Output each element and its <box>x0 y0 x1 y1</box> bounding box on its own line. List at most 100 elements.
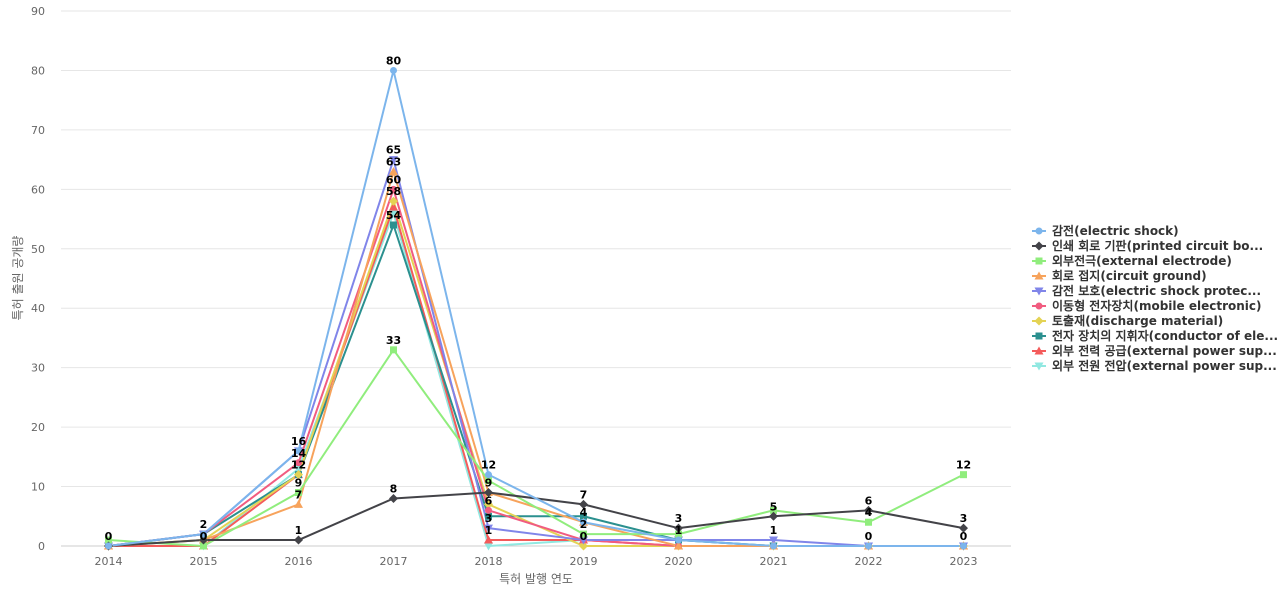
data-label: 7 <box>295 488 303 501</box>
data-label: 0 <box>105 530 113 543</box>
y-tick-label: 40 <box>31 302 45 315</box>
data-point <box>769 536 778 545</box>
data-label: 65 <box>386 144 401 157</box>
data-point <box>770 506 777 514</box>
data-point <box>674 523 683 533</box>
y-tick-label: 10 <box>31 481 45 494</box>
data-point <box>294 535 303 545</box>
y-tick-label: 70 <box>31 124 45 137</box>
legend[interactable]: 감전(electric shock)인쇄 회로 기판(printed circu… <box>1032 223 1278 373</box>
legend-marker <box>1035 227 1043 235</box>
x-tick-label: 2014 <box>95 555 123 568</box>
series-line <box>108 348 964 547</box>
legend-label: 감전 보호(electric shock protec... <box>1052 283 1261 298</box>
data-label: 9 <box>485 477 493 490</box>
legend-item[interactable]: 토출재(discharge material) <box>1032 313 1223 328</box>
y-axis: 0 10 20 30 40 50 60 70 80 90 <box>31 5 45 553</box>
legend-marker <box>1034 241 1044 251</box>
data-point <box>389 209 398 218</box>
series-line <box>108 170 964 547</box>
data-point <box>389 493 398 503</box>
data-label: 33 <box>386 334 401 347</box>
legend-item[interactable]: 감전(electric shock) <box>1032 223 1179 238</box>
y-tick-label: 60 <box>31 183 45 196</box>
data-label: 2 <box>200 518 208 531</box>
x-tick-label: 2018 <box>475 555 503 568</box>
legend-item[interactable]: 전자 장치의 지휘자(conductor of ele... <box>1032 328 1278 343</box>
data-point <box>199 535 208 545</box>
legend-item[interactable]: 외부 전력 공급(external power sup... <box>1032 343 1277 358</box>
legend-marker <box>1034 362 1044 371</box>
data-label: 63 <box>386 156 401 169</box>
x-tick-label: 2017 <box>380 555 408 568</box>
series-line <box>108 212 964 547</box>
data-point <box>485 477 492 485</box>
data-point <box>579 499 588 509</box>
data-point <box>200 542 207 550</box>
x-tick-label: 2016 <box>285 555 313 568</box>
y-tick-label: 20 <box>31 421 45 434</box>
data-point <box>675 530 682 538</box>
y-axis-title: 특허 출원 공개량 <box>11 236 25 321</box>
legend-marker <box>1035 257 1043 265</box>
legend-item[interactable]: 외부전극(external electrode) <box>1032 253 1232 268</box>
data-point <box>294 470 303 480</box>
data-label: 54 <box>386 209 402 222</box>
data-label: 7 <box>580 488 588 501</box>
data-point <box>484 524 493 533</box>
legend-label: 토출재(discharge material) <box>1052 313 1223 328</box>
data-point <box>484 542 493 551</box>
data-point <box>484 535 493 544</box>
legend-item[interactable]: 외부 전원 전압(external power sup... <box>1032 358 1277 373</box>
x-tick-label: 2023 <box>950 555 978 568</box>
legend-item[interactable]: 회로 접지(circuit ground) <box>1032 268 1207 283</box>
x-tick-label: 2020 <box>665 555 693 568</box>
x-tick-label: 2019 <box>570 555 598 568</box>
data-point <box>389 156 398 165</box>
y-tick-label: 0 <box>38 540 45 553</box>
legend-label: 이동형 전자장치(mobile electronic) <box>1052 298 1261 313</box>
data-label: 0 <box>580 530 588 543</box>
data-label: 5 <box>770 500 778 513</box>
data-label: 2 <box>580 518 588 531</box>
data-label: 80 <box>386 54 402 67</box>
data-point <box>390 346 397 354</box>
data-point <box>580 512 587 520</box>
legend-item[interactable]: 감전 보호(electric shock protec... <box>1032 283 1261 298</box>
data-label: 60 <box>386 173 402 186</box>
legend-label: 인쇄 회로 기판(printed circuit bo... <box>1052 238 1263 253</box>
data-point <box>295 447 302 455</box>
data-label: 12 <box>291 459 306 472</box>
legend-item[interactable]: 인쇄 회로 기판(printed circuit bo... <box>1032 238 1263 253</box>
data-label: 12 <box>956 459 971 472</box>
data-label: 1 <box>295 524 303 537</box>
series-lines <box>108 69 964 547</box>
data-point <box>770 542 777 550</box>
data-label: 3 <box>960 512 968 525</box>
data-label: 8 <box>390 482 398 495</box>
legend-marker <box>1034 271 1044 280</box>
y-tick-label: 30 <box>31 362 45 375</box>
data-labels: 0201614129718065636058543381296317420315… <box>105 54 971 543</box>
data-point <box>674 541 683 550</box>
data-point <box>105 542 112 550</box>
data-label: 3 <box>675 512 683 525</box>
y-tick-label: 90 <box>31 5 45 18</box>
legend-item[interactable]: 이동형 전자장치(mobile electronic) <box>1032 298 1261 313</box>
data-point <box>390 185 397 193</box>
data-point <box>769 511 778 521</box>
data-point <box>960 471 967 479</box>
grid-lines <box>61 10 1011 547</box>
data-point <box>865 518 872 526</box>
series-line <box>108 158 964 547</box>
series-line <box>108 69 964 547</box>
legend-label: 전자 장치의 지휘자(conductor of ele... <box>1052 328 1278 343</box>
data-point <box>579 541 588 551</box>
x-tick-label: 2021 <box>760 555 788 568</box>
series-line <box>108 200 964 547</box>
data-label: 1 <box>770 524 778 537</box>
data-label: 4 <box>865 506 873 519</box>
legend-marker <box>1035 332 1043 340</box>
